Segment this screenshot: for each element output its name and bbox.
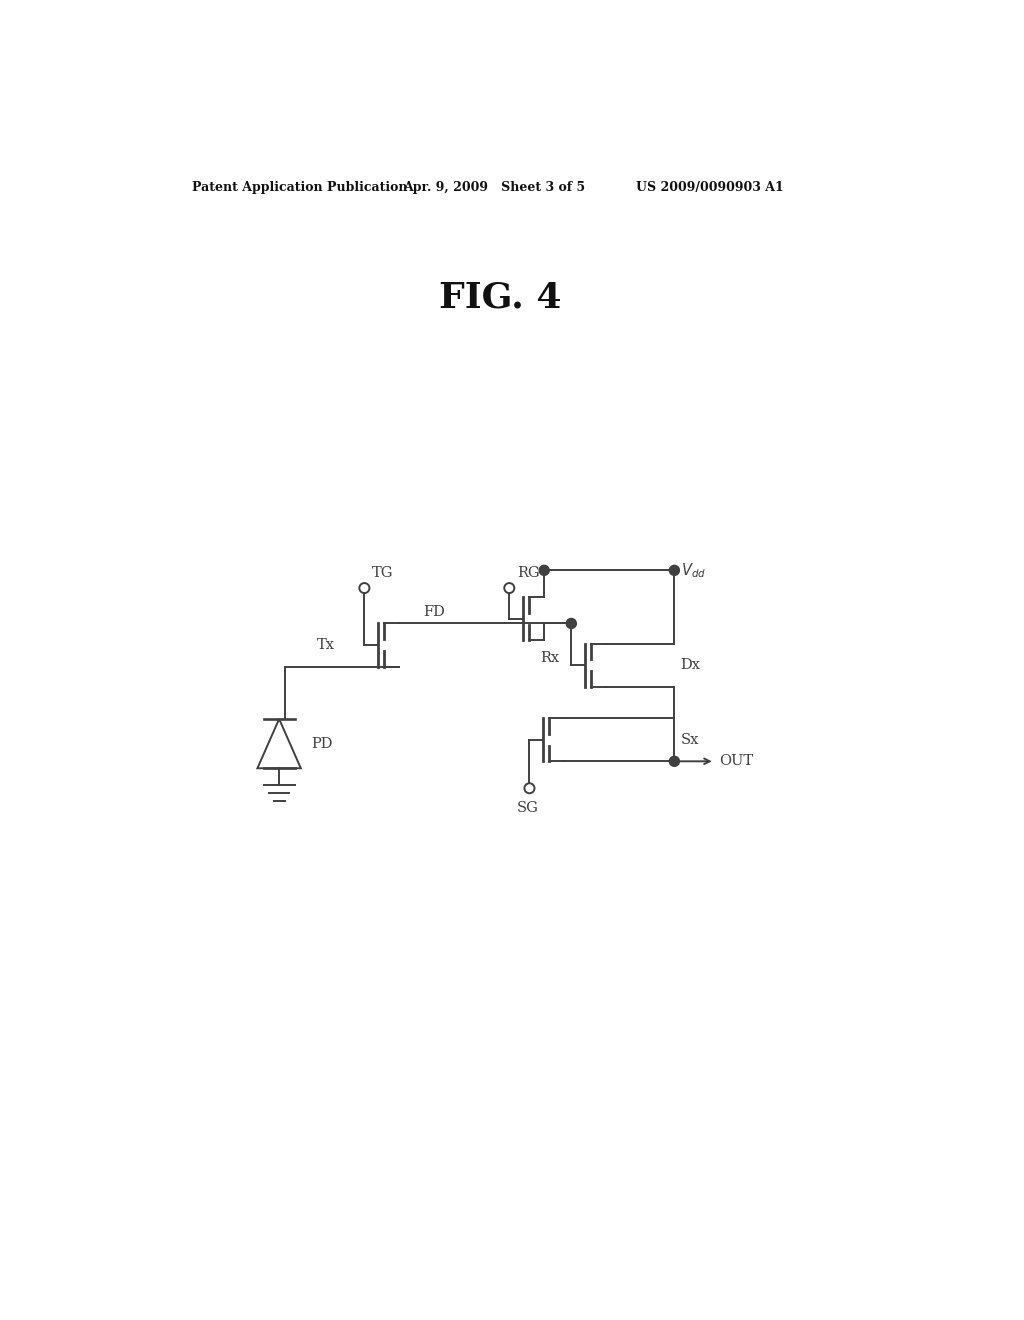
Text: $V_{dd}$: $V_{dd}$: [681, 561, 706, 579]
Text: Rx: Rx: [541, 651, 559, 665]
Text: Dx: Dx: [681, 659, 700, 672]
Text: Apr. 9, 2009   Sheet 3 of 5: Apr. 9, 2009 Sheet 3 of 5: [403, 181, 586, 194]
Text: PD: PD: [311, 737, 333, 751]
Circle shape: [670, 756, 679, 767]
Text: OUT: OUT: [719, 754, 754, 768]
Circle shape: [540, 565, 549, 576]
Text: Tx: Tx: [316, 638, 335, 652]
Text: Patent Application Publication: Patent Application Publication: [191, 181, 408, 194]
Text: TG: TG: [372, 566, 393, 581]
Text: US 2009/0090903 A1: US 2009/0090903 A1: [636, 181, 783, 194]
Circle shape: [670, 565, 679, 576]
Text: FD: FD: [423, 605, 445, 619]
Text: FIG. 4: FIG. 4: [438, 280, 561, 314]
Circle shape: [566, 619, 577, 628]
Text: RG: RG: [517, 566, 540, 581]
Text: SG: SG: [517, 801, 539, 816]
Text: Sx: Sx: [681, 733, 699, 747]
